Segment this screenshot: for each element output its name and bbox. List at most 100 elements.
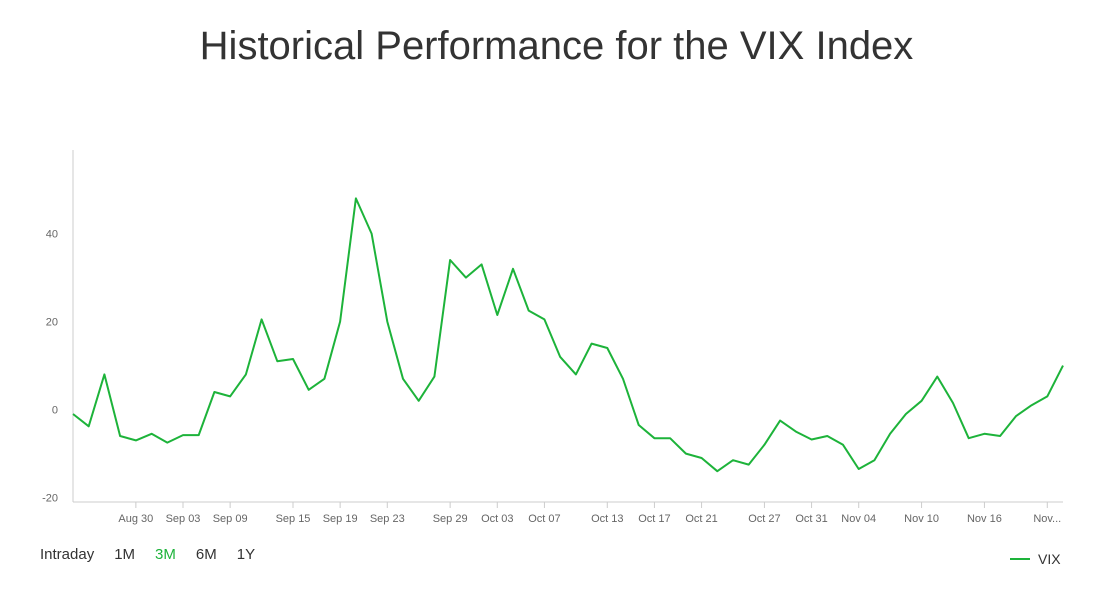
data-point[interactable] [919,398,925,404]
x-tick-label: Oct 13 [591,513,623,525]
data-point[interactable] [447,257,453,263]
data-point[interactable] [274,358,280,364]
data-point[interactable] [1029,402,1035,408]
data-point[interactable] [761,442,767,448]
x-tick-label: Sep 29 [433,513,468,525]
data-point[interactable] [1044,393,1050,399]
x-tick-label: Oct 21 [685,513,717,525]
data-point[interactable] [164,440,170,446]
data-point[interactable] [651,435,657,441]
data-point[interactable] [887,431,893,437]
range-intraday-button[interactable]: Intraday [40,546,95,563]
x-tick-label: Sep 03 [166,513,201,525]
x-tick-label: Nov 10 [904,513,939,525]
data-point[interactable] [636,422,642,428]
data-point[interactable] [714,468,720,474]
data-point[interactable] [337,319,343,325]
data-point[interactable] [180,432,186,438]
x-tick-label: Sep 23 [370,513,405,525]
data-point[interactable] [211,389,217,395]
range-3m-button[interactable]: 3M [155,546,176,563]
data-point[interactable] [934,374,940,380]
series-layer [70,195,1066,474]
data-point[interactable] [321,376,327,382]
x-tick-label: Oct 03 [481,513,513,525]
data-point[interactable] [793,429,799,435]
data-point[interactable] [149,431,155,437]
data-point[interactable] [809,437,815,443]
data-point[interactable] [620,376,626,382]
data-point[interactable] [117,433,123,439]
data-point[interactable] [306,387,312,393]
y-tick-label: -20 [42,493,58,505]
data-point[interactable] [86,423,92,429]
data-point[interactable] [1060,363,1066,369]
x-tick-label: Sep 15 [276,513,311,525]
data-point[interactable] [589,341,595,347]
y-tick-label: 40 [46,229,58,241]
data-point[interactable] [604,345,610,351]
data-point[interactable] [384,319,390,325]
page-title: Historical Performance for the VIX Index [199,24,914,68]
data-point[interactable] [746,462,752,468]
data-point[interactable] [510,266,516,272]
data-point[interactable] [683,451,689,457]
x-tick-label: Aug 30 [118,513,153,525]
range-1y-button[interactable]: 1Y [236,546,256,563]
data-point[interactable] [133,437,139,443]
data-point[interactable] [353,195,359,201]
data-point[interactable] [997,433,1003,439]
data-point[interactable] [541,316,547,322]
legend-swatch [1010,558,1030,560]
legend-label: VIX [1038,551,1061,567]
data-point[interactable] [824,433,830,439]
data-point[interactable] [101,371,107,377]
data-point[interactable] [400,376,406,382]
data-point[interactable] [777,418,783,424]
x-tick-label: Nov 04 [841,513,876,525]
data-point[interactable] [70,411,76,417]
data-point[interactable] [557,354,563,360]
x-tick-label: Sep 19 [323,513,358,525]
y-tick-label: 0 [52,405,58,417]
data-point[interactable] [903,411,909,417]
data-point[interactable] [573,371,579,377]
y-tick-label: 20 [46,317,58,329]
data-point[interactable] [431,374,437,380]
x-axis-ticks: Aug 30 Sep 03 Sep 09 Sep 15 Sep 19 Sep 23 Sep … [118,502,1061,525]
data-point[interactable] [966,435,972,441]
data-point[interactable] [259,316,265,322]
data-point[interactable] [369,231,375,237]
data-point[interactable] [290,356,296,362]
data-point[interactable] [196,432,202,438]
x-tick-label: Nov... [1033,513,1061,525]
data-point[interactable] [479,261,485,267]
data-point[interactable] [840,442,846,448]
data-point[interactable] [494,312,500,318]
data-point[interactable] [463,275,469,281]
legend-item-vix[interactable]: VIX [1010,551,1061,567]
data-point[interactable] [243,371,249,377]
data-point[interactable] [1013,413,1019,419]
x-tick-label: Oct 17 [638,513,670,525]
data-point[interactable] [416,398,422,404]
data-point[interactable] [981,431,987,437]
data-point[interactable] [699,455,705,461]
data-point[interactable] [667,435,673,441]
range-selector: Intraday 1M 3M 6M 1Y [40,546,275,563]
series-line-vix[interactable] [72,197,1064,473]
data-point[interactable] [856,466,862,472]
range-1m-button[interactable]: 1M [114,546,136,563]
range-6m-button[interactable]: 6M [195,546,217,563]
data-point[interactable] [871,457,877,463]
data-point[interactable] [526,308,532,314]
data-point[interactable] [730,457,736,463]
x-tick-label: Oct 07 [528,513,560,525]
data-point[interactable] [227,393,233,399]
x-tick-label: Sep 09 [213,513,248,525]
data-point[interactable] [950,400,956,406]
x-tick-label: Nov 16 [967,513,1002,525]
y-axis-ticks: -20 0 20 40 [42,229,58,505]
x-tick-label: Oct 27 [748,513,780,525]
